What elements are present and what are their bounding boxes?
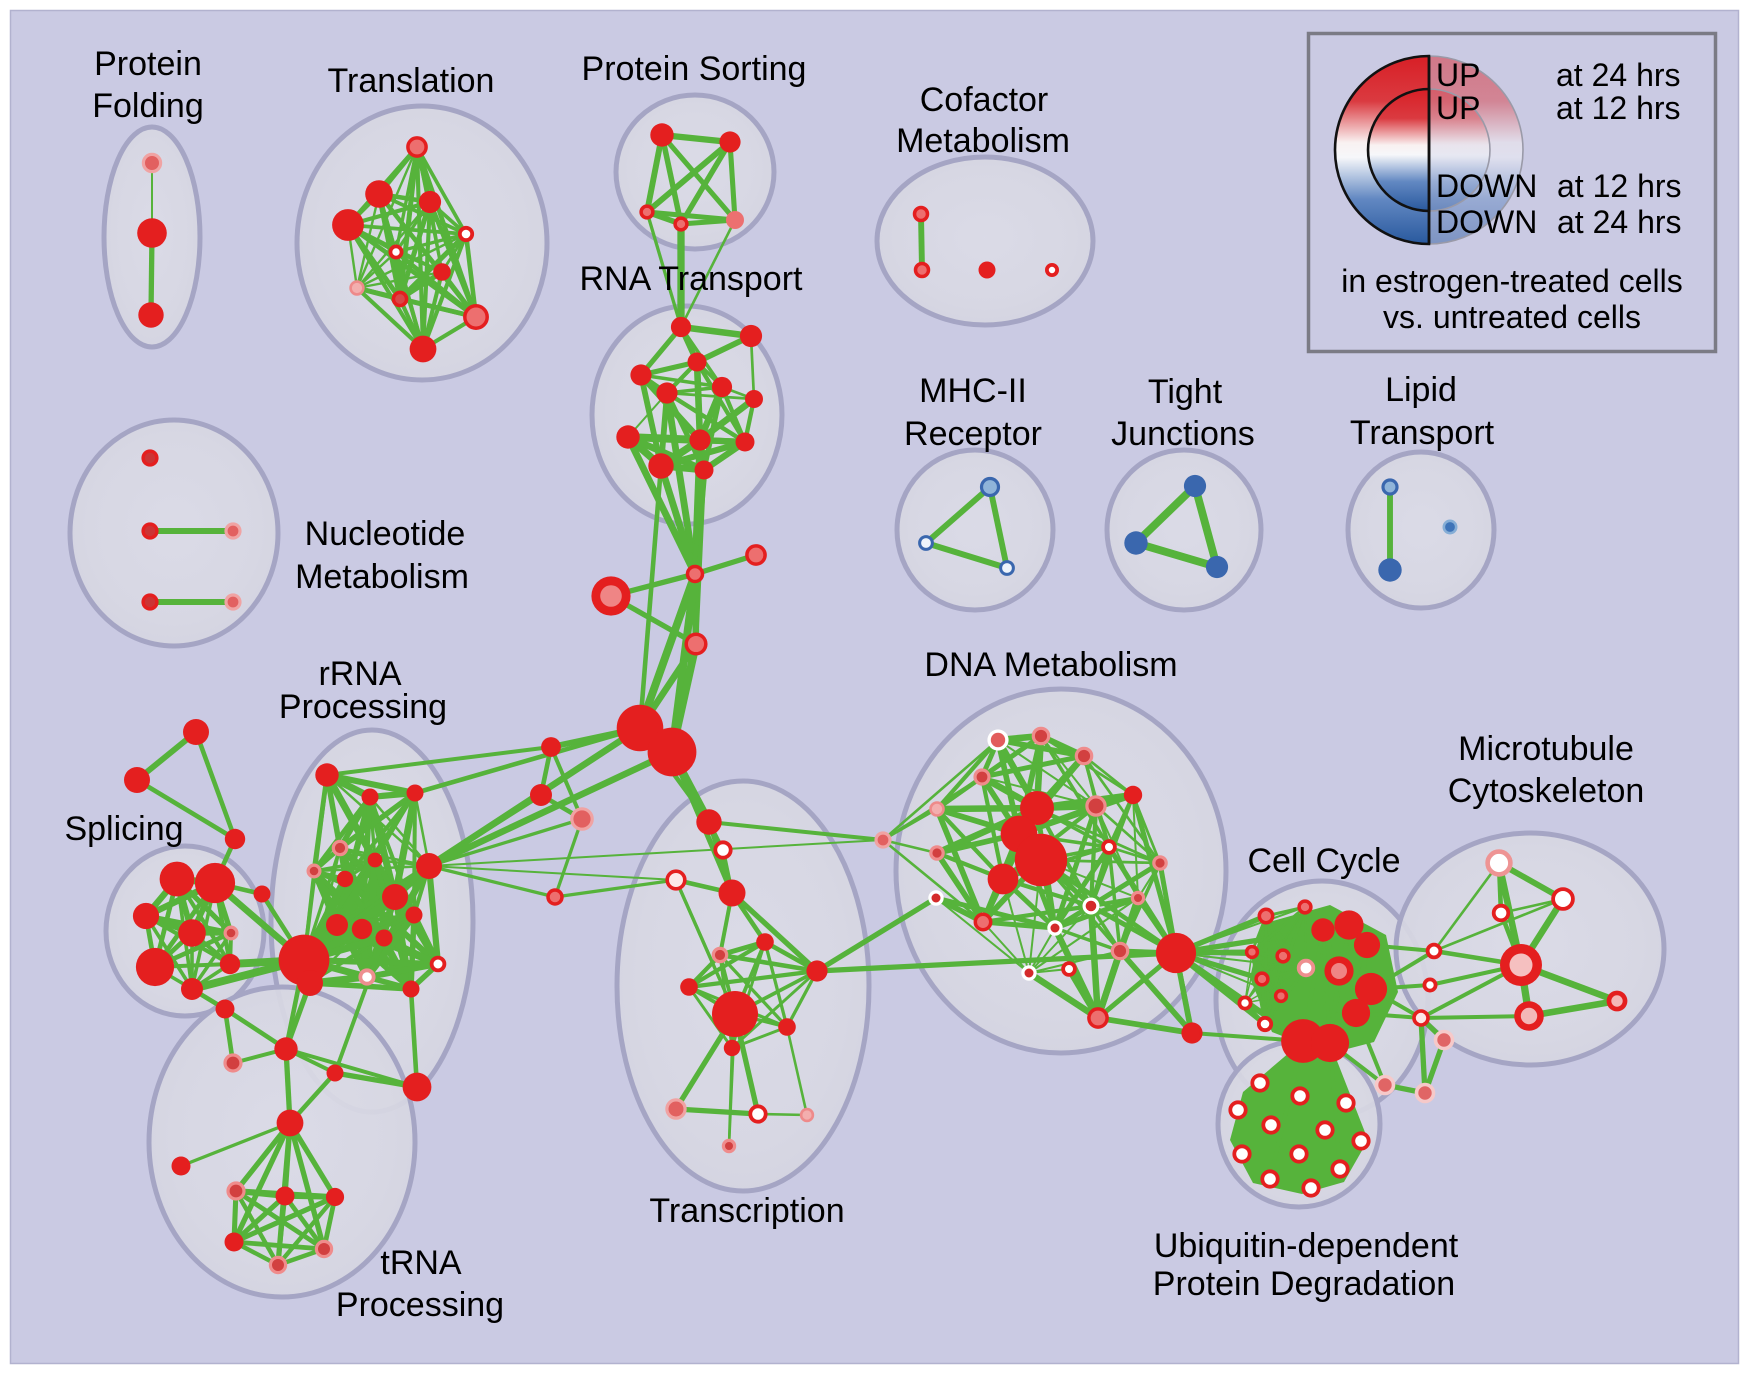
svg-text:UP: UP	[1436, 90, 1480, 126]
svg-text:Tight: Tight	[1148, 373, 1223, 411]
svg-text:at 24 hrs: at 24 hrs	[1556, 57, 1681, 93]
svg-text:DOWN: DOWN	[1436, 204, 1537, 240]
svg-text:Junctions: Junctions	[1111, 415, 1255, 453]
svg-text:tRNA: tRNA	[380, 1244, 462, 1282]
svg-text:Lipid: Lipid	[1385, 371, 1457, 409]
svg-text:Cofactor: Cofactor	[920, 81, 1049, 119]
svg-text:Ubiquitin-dependent: Ubiquitin-dependent	[1154, 1227, 1459, 1265]
svg-text:RNA Transport: RNA Transport	[580, 260, 804, 298]
svg-text:Processing: Processing	[336, 1286, 504, 1324]
svg-text:at 24 hrs: at 24 hrs	[1557, 204, 1682, 240]
svg-text:Metabolism: Metabolism	[896, 122, 1070, 160]
svg-text:Protein Degradation: Protein Degradation	[1153, 1265, 1455, 1303]
svg-text:MHC-II: MHC-II	[919, 372, 1027, 410]
svg-text:DNA Metabolism: DNA Metabolism	[924, 646, 1177, 684]
svg-text:rRNA: rRNA	[318, 655, 401, 693]
svg-text:at 12 hrs: at 12 hrs	[1556, 90, 1681, 126]
svg-text:in estrogen-treated cells: in estrogen-treated cells	[1341, 263, 1683, 299]
svg-text:DOWN: DOWN	[1436, 168, 1537, 204]
svg-text:Receptor: Receptor	[904, 415, 1042, 453]
svg-text:Protein Sorting: Protein Sorting	[582, 50, 807, 88]
svg-text:Protein: Protein	[94, 45, 202, 83]
svg-text:Nucleotide: Nucleotide	[305, 515, 466, 553]
svg-text:Processing: Processing	[279, 688, 447, 726]
svg-text:Splicing: Splicing	[64, 810, 183, 848]
svg-text:Metabolism: Metabolism	[295, 558, 469, 596]
svg-text:vs. untreated cells: vs. untreated cells	[1383, 299, 1641, 335]
svg-text:at 12 hrs: at 12 hrs	[1557, 168, 1682, 204]
svg-text:Folding: Folding	[92, 87, 204, 125]
svg-text:Cytoskeleton: Cytoskeleton	[1448, 772, 1645, 810]
svg-text:Translation: Translation	[328, 62, 495, 100]
svg-text:Transport: Transport	[1350, 414, 1495, 452]
svg-text:Cell Cycle: Cell Cycle	[1247, 842, 1400, 880]
svg-text:Microtubule: Microtubule	[1458, 730, 1634, 768]
svg-text:UP: UP	[1436, 57, 1480, 93]
svg-text:Transcription: Transcription	[649, 1192, 844, 1230]
